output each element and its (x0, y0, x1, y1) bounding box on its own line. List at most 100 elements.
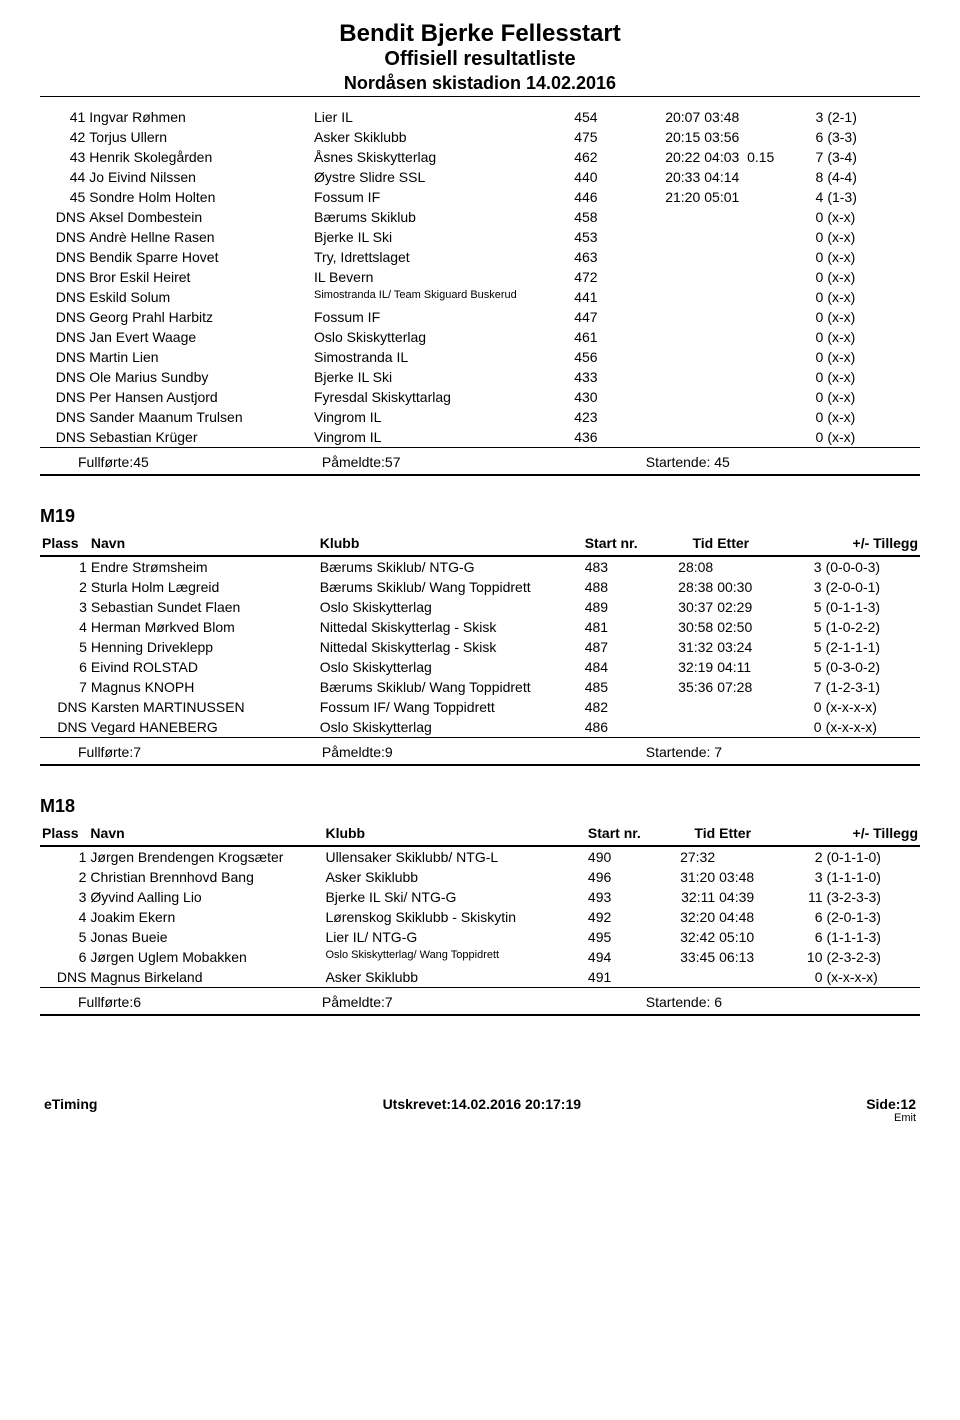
column-headers: Plass Navn Klubb Start nr. Tid Etter +/-… (40, 821, 920, 846)
cell-plass: 1 (40, 846, 88, 867)
cell-klubb: Simostranda IL/ Team Skiguard Buskerud (312, 287, 572, 307)
cell-navn: Joakim Ekern (88, 907, 323, 927)
table-row: DNSBendik Sparre HovetTry, Idrettslaget4… (40, 247, 920, 267)
cell-etter: 03:48 (702, 107, 790, 127)
table-row: DNSGeorg Prahl HarbitzFossum IF4470(x-x) (40, 307, 920, 327)
header-rule (40, 96, 920, 97)
cell-start: 489 (583, 597, 643, 617)
cell-navn: Sebastian Krüger (87, 427, 312, 447)
cell-plass: DNS (40, 967, 88, 987)
table-row: 2Sturla Holm LægreidBærums Skiklub/ Wang… (40, 577, 920, 597)
cell-tid (631, 387, 702, 407)
cell-tillegg: (0-0-0-3) (824, 556, 920, 577)
cell-navn: Ole Marius Sundby (87, 367, 312, 387)
table-row: DNSPer Hansen AustjordFyresdal Skiskytta… (40, 387, 920, 407)
divider-thick (40, 1014, 920, 1016)
cell-etter: 04:11 (715, 657, 787, 677)
cell-klubb: Bjerke IL Ski/ NTG-G (323, 887, 585, 907)
cell-tillegg: (0-3-0-2) (824, 657, 920, 677)
cell-start: 446 (572, 187, 631, 207)
column-headers: Plass Navn Klubb Start nr. Tid Etter +/-… (40, 531, 920, 556)
summary-row: Fullførte:6 Påmeldte:7 Startende: 6 (40, 988, 920, 1014)
cell-etter: 06:13 (717, 947, 789, 967)
cell-etter: 03:24 (715, 637, 787, 657)
table-row: DNSBror Eskil HeiretIL Bevern4720(x-x) (40, 267, 920, 287)
cell-tid: 30:58 (643, 617, 715, 637)
cell-plass: 4 (40, 617, 89, 637)
summary-full: Fullførte:6 (78, 994, 318, 1010)
cell-plass: 6 (40, 947, 88, 967)
cell-navn: Karsten MARTINUSSEN (89, 697, 318, 717)
cell-tid (631, 207, 702, 227)
cell-navn: Magnus Birkeland (88, 967, 323, 987)
cell-tid (631, 367, 702, 387)
cell-plass: DNS (40, 387, 87, 407)
cell-tid: 20:22 (631, 147, 702, 167)
cell-klubb: Fossum IF/ Wang Toppidrett (318, 697, 583, 717)
cell-plass: 41 (40, 107, 87, 127)
cell-start: 454 (572, 107, 631, 127)
cell-tid: 30:37 (643, 597, 715, 617)
table-row: 4Herman Mørkved BlomNittedal Skiskytterl… (40, 617, 920, 637)
table-row: DNSAksel DombesteinBærums Skiklub4580(x-… (40, 207, 920, 227)
cell-start: 493 (586, 887, 646, 907)
cell-start: 483 (583, 556, 643, 577)
cell-tid (631, 427, 702, 447)
table-row: 6Jørgen Uglem MobakkenOslo Skiskytterlag… (40, 947, 920, 967)
table-row: 42Torjus UllernAsker Skiklubb47520:1503:… (40, 127, 920, 147)
cell-tillegg: (2-1) (825, 107, 920, 127)
page-header: Bendit Bjerke Fellesstart Offisiell resu… (40, 20, 920, 97)
cell-start: 496 (586, 867, 646, 887)
cell-pm: 5 (787, 657, 823, 677)
cell-navn: Martin Lien (87, 347, 312, 367)
cell-start: 458 (572, 207, 631, 227)
cell-start: 484 (583, 657, 643, 677)
cell-plass: DNS (40, 227, 87, 247)
cell-navn: Bendik Sparre Hovet (87, 247, 312, 267)
cell-tillegg: (x-x) (825, 267, 920, 287)
cell-tid: 28:08 (643, 556, 715, 577)
cell-pm: 0 (790, 227, 825, 247)
cell-plass: 1 (40, 556, 89, 577)
cell-tillegg: (2-0-1-3) (825, 907, 921, 927)
cell-plass: DNS (40, 327, 87, 347)
cell-tillegg: (2-3-2-3) (825, 947, 921, 967)
cell-etter: 07:28 (715, 677, 787, 697)
section-title: M18 (40, 796, 920, 817)
cell-etter (702, 367, 790, 387)
cell-tid (631, 407, 702, 427)
cell-tillegg: (x-x) (825, 207, 920, 227)
cell-navn: Herman Mørkved Blom (89, 617, 318, 637)
cell-pm: 0 (790, 427, 825, 447)
cell-navn: Sebastian Sundet Flaen (89, 597, 318, 617)
cell-pm: 7 (787, 677, 823, 697)
cell-tid (643, 697, 715, 717)
cell-tid: 20:07 (631, 107, 702, 127)
col-tillegg: +/- Tillegg (787, 531, 920, 556)
cell-pm: 0 (787, 717, 823, 737)
table-row: 3Sebastian Sundet FlaenOslo Skiskytterla… (40, 597, 920, 617)
cell-tid (631, 227, 702, 247)
cell-navn: Jo Eivind Nilssen (87, 167, 312, 187)
cell-plass: DNS (40, 347, 87, 367)
cell-navn: Vegard HANEBERG (89, 717, 318, 737)
cell-tillegg: (3-4) (825, 147, 920, 167)
table-row: 6Eivind ROLSTADOslo Skiskytterlag48432:1… (40, 657, 920, 677)
cell-tid (631, 267, 702, 287)
table-row: DNSVegard HANEBERGOslo Skiskytterlag4860… (40, 717, 920, 737)
cell-klubb: Åsnes Skiskytterlag (312, 147, 572, 167)
col-etter: Etter (717, 821, 789, 846)
table-row: DNSSander Maanum TrulsenVingrom IL4230(x… (40, 407, 920, 427)
cell-navn: Aksel Dombestein (87, 207, 312, 227)
table-row: 5Henning DrivekleppNittedal Skiskytterla… (40, 637, 920, 657)
cell-tillegg: (x-x) (825, 367, 920, 387)
cell-tid: 32:20 (646, 907, 718, 927)
cell-plass: DNS (40, 307, 87, 327)
cell-start: 488 (583, 577, 643, 597)
cell-tillegg: (x-x) (825, 247, 920, 267)
cell-plass: 4 (40, 907, 88, 927)
cell-plass: 2 (40, 577, 89, 597)
cell-start: 481 (583, 617, 643, 637)
cell-navn: Torjus Ullern (87, 127, 312, 147)
cell-tid (631, 247, 702, 267)
